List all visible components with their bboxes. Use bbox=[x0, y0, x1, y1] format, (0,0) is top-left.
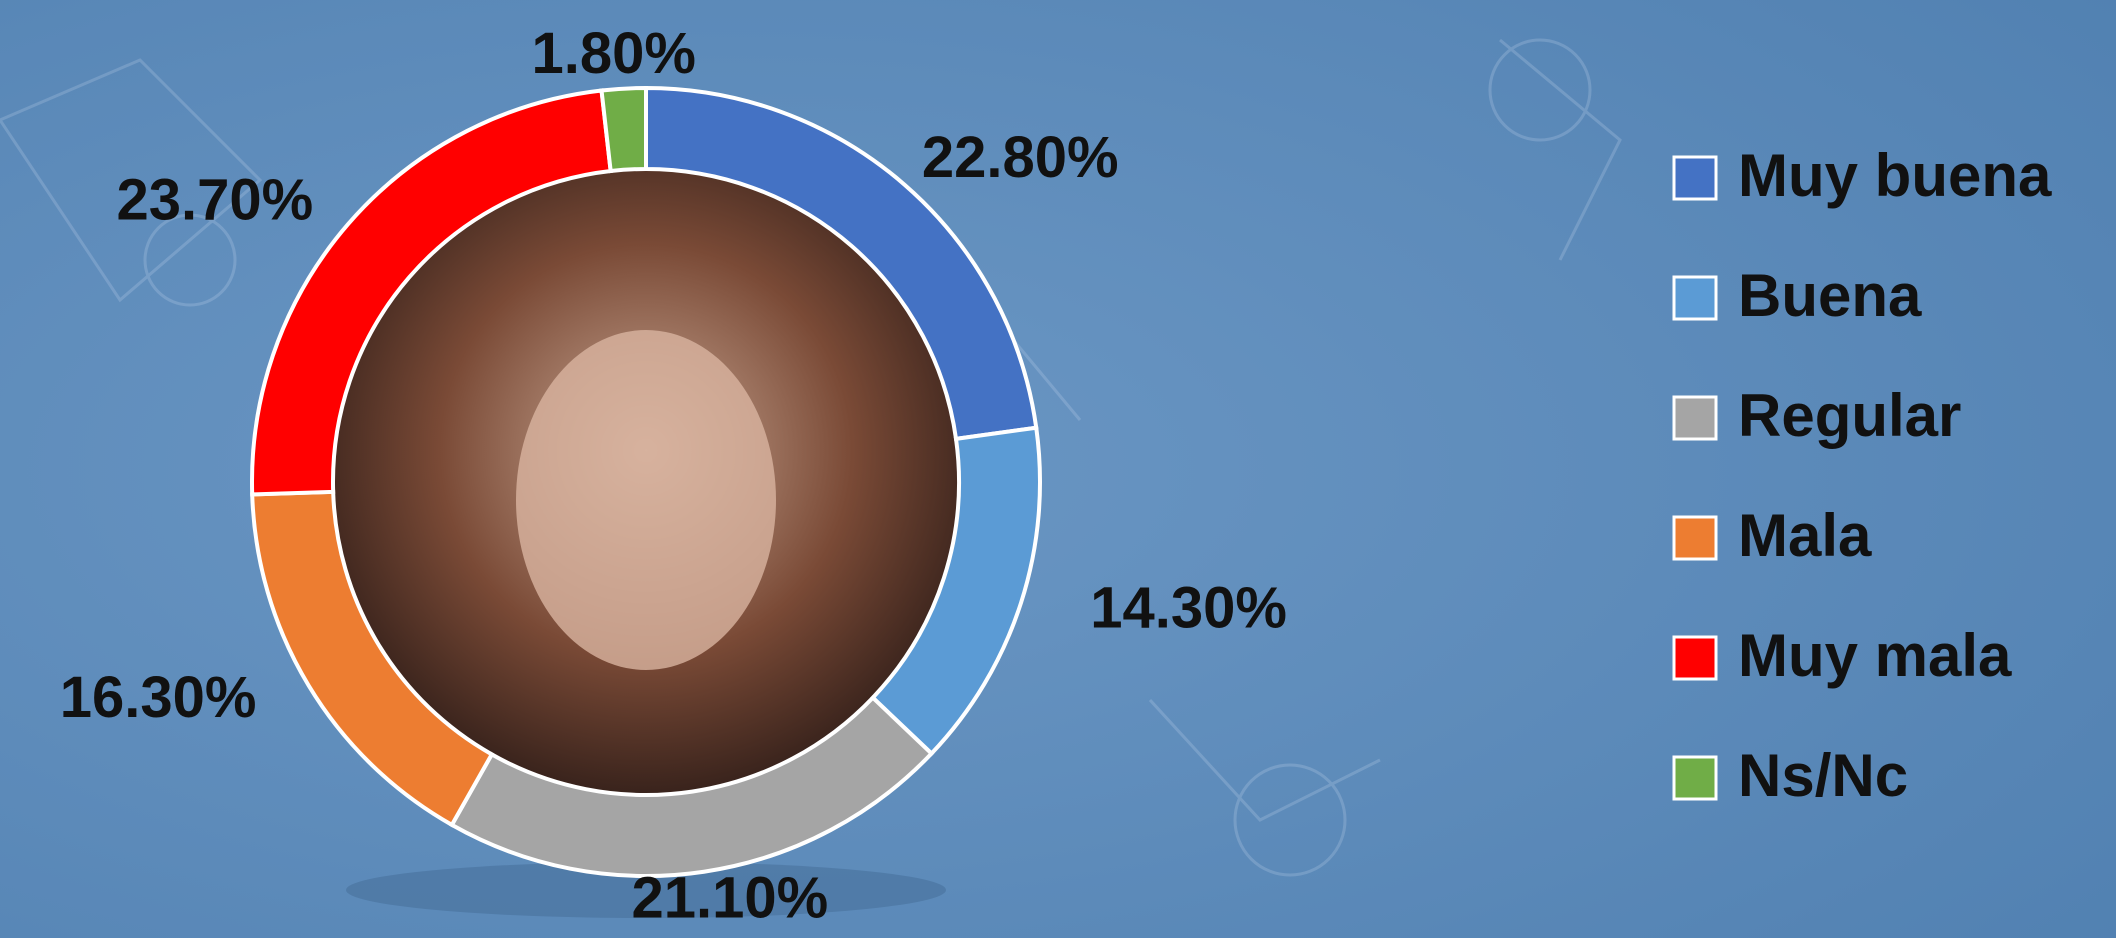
legend-label: Ns/Nc bbox=[1738, 742, 1908, 809]
data-label: 16.30% bbox=[60, 665, 257, 730]
legend-swatch bbox=[1672, 155, 1718, 201]
data-label: 22.80% bbox=[922, 125, 1119, 190]
data-label: 23.70% bbox=[117, 167, 314, 232]
legend-swatch bbox=[1672, 515, 1718, 561]
data-label: 14.30% bbox=[1090, 575, 1287, 640]
donut-slice bbox=[599, 85, 648, 174]
legend-label: Muy mala bbox=[1738, 622, 2012, 689]
legend-label: Regular bbox=[1738, 382, 1961, 449]
data-label: 1.80% bbox=[532, 21, 696, 86]
legend-label: Mala bbox=[1738, 502, 1872, 569]
legend-swatch bbox=[1672, 275, 1718, 321]
legend-swatch bbox=[1672, 635, 1718, 681]
background-pattern bbox=[0, 38, 1622, 877]
legend-swatch bbox=[1672, 395, 1718, 441]
shadow bbox=[346, 862, 946, 918]
legend-swatch bbox=[1672, 755, 1718, 801]
legend-label: Buena bbox=[1738, 262, 1922, 329]
legend-label: Muy buena bbox=[1738, 142, 2052, 209]
photo-face bbox=[516, 330, 776, 670]
data-label: 21.10% bbox=[631, 866, 828, 931]
